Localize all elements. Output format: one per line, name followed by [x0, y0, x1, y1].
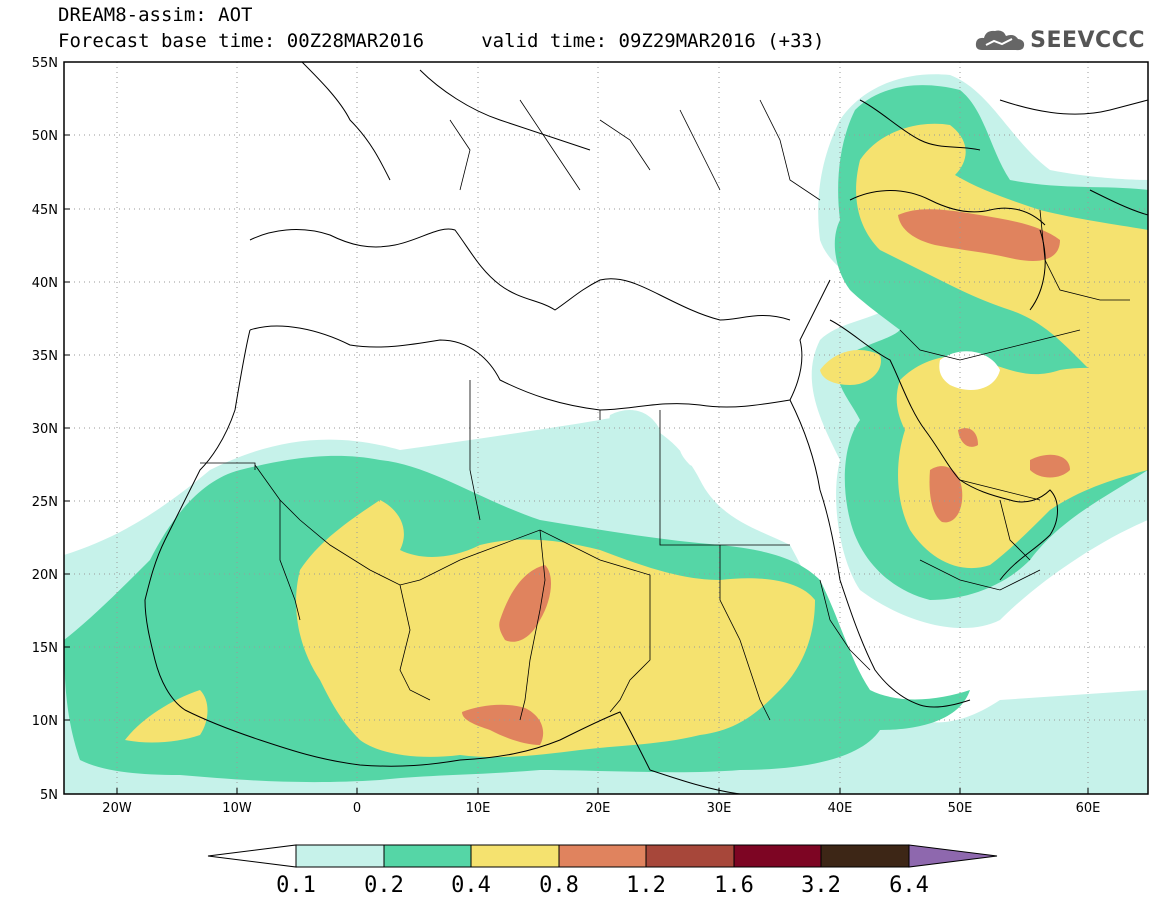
- lon-label: 60E: [1076, 801, 1101, 816]
- lon-label: 30E: [707, 801, 732, 816]
- lon-label: 50E: [948, 801, 973, 816]
- lat-label: 25N: [32, 495, 58, 510]
- lat-label: 45N: [32, 203, 58, 218]
- colorbar-segment: [558, 844, 647, 868]
- latitude-labels: 55N 50N 45N 40N 35N 30N 25N 20N 15N 10N …: [32, 56, 58, 803]
- aot-band-0.4: [125, 123, 1148, 758]
- lon-label: 20W: [102, 801, 132, 816]
- colorbar-segment: [295, 844, 385, 868]
- title-line-1: DREAM8-assim: AOT: [58, 4, 253, 26]
- lat-label: 10N: [32, 714, 58, 729]
- coastlines: [144, 62, 1148, 794]
- colorbar-label: 0.1: [276, 873, 316, 898]
- aot-band-0.8: [462, 209, 1070, 745]
- colorbar-label: 0.2: [364, 873, 404, 898]
- lat-label: 35N: [32, 349, 58, 364]
- aot-fields: [64, 62, 1148, 794]
- country-borders: [200, 99, 1130, 721]
- lon-label: 10W: [222, 801, 252, 816]
- longitude-labels: 20W 10W 0 10E 20E 30E 40E 50E 60E: [102, 801, 1100, 816]
- colorbar-labels: 0.1 0.2 0.4 0.8 1.2 1.6 3.2 6.4: [276, 873, 929, 898]
- colorbar-over-arrow: [908, 844, 998, 868]
- lon-label: 0: [353, 801, 361, 816]
- cloud-icon: [976, 30, 1025, 51]
- lon-label: 40E: [828, 801, 853, 816]
- lat-label: 55N: [32, 56, 58, 71]
- brand-logo: SEEVCCC: [974, 26, 1145, 54]
- colorbar-label: 6.4: [889, 873, 929, 898]
- lat-label: 15N: [32, 641, 58, 656]
- lat-label: 30N: [32, 422, 58, 437]
- lon-label: 10E: [466, 801, 491, 816]
- colorbar-label: 1.2: [626, 873, 666, 898]
- brand-name: SEEVCCC: [1030, 27, 1145, 53]
- colorbar-segment: [383, 844, 472, 868]
- colorbar-segment: [470, 844, 560, 868]
- lat-label: 50N: [32, 129, 58, 144]
- lat-label: 5N: [40, 788, 58, 803]
- axis-ticks: [64, 61, 1089, 795]
- colorbar-under-arrow: [207, 844, 297, 868]
- aot-clear-areas: [679, 351, 1000, 471]
- colorbar-label: 3.2: [801, 873, 841, 898]
- colorbar-label: 0.8: [539, 873, 579, 898]
- colorbar-segment: [733, 844, 822, 868]
- colorbar-segment: [820, 844, 910, 868]
- colorbar-segment: [645, 844, 735, 868]
- colorbar-label: 1.6: [714, 873, 754, 898]
- lat-label: 40N: [32, 276, 58, 291]
- colorbar-label: 0.4: [451, 873, 491, 898]
- title-line-2: Forecast base time: 00Z28MAR2016 valid t…: [58, 30, 825, 52]
- lon-label: 20E: [586, 801, 611, 816]
- colorbar: [207, 844, 998, 868]
- lat-label: 20N: [32, 568, 58, 583]
